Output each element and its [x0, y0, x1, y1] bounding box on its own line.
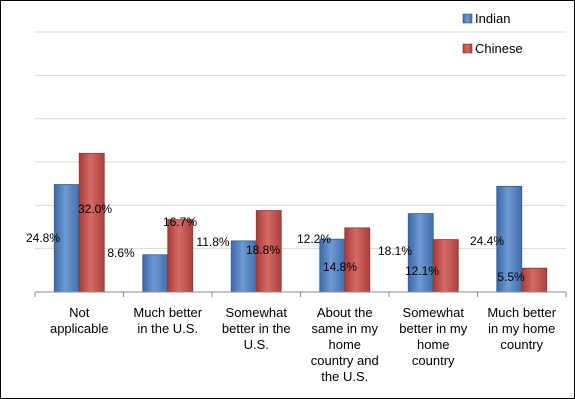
bar-chinese-3 — [344, 227, 371, 293]
bars — [53, 152, 548, 293]
data-label-indian-5: 24.4% — [470, 234, 504, 248]
category-label-1: Much better in the U.S. — [133, 305, 202, 336]
bar-chinese-5 — [521, 267, 548, 293]
category-label-5: Much better in my home country — [487, 305, 556, 352]
bar-indian-4 — [407, 213, 434, 293]
data-label-chinese-1: 16.7% — [163, 215, 197, 229]
data-label-chinese-3: 14.8% — [323, 260, 357, 274]
data-label-indian-3: 12.2% — [297, 232, 331, 246]
bar-chinese-0 — [78, 152, 105, 293]
category-label-3: About the same in my home country and the U.… — [311, 305, 379, 384]
data-labels: 24.8% 8.6% 11.8% 12.2% 18.1% 24.4% 32.0% 16.7% 1… — [26, 202, 525, 284]
legend-label-indian: Indian — [475, 11, 510, 26]
bar-indian-1 — [142, 254, 169, 293]
data-label-chinese-5: 5.5% — [497, 270, 525, 284]
category-label-2: Somewhat better in the U.S. — [222, 305, 291, 352]
legend: Indian Chinese — [462, 11, 523, 56]
legend-swatch-indian — [462, 13, 473, 24]
bar-chinese-4 — [432, 239, 459, 293]
data-label-chinese-2: 18.8% — [246, 243, 280, 257]
bar-chinese-2 — [255, 210, 282, 293]
bar-chinese-1 — [167, 219, 194, 293]
category-label-0: Not applicable — [50, 305, 109, 336]
data-label-indian-0: 24.8% — [26, 231, 60, 245]
data-label-indian-4: 18.1% — [378, 244, 412, 258]
bar-indian-5 — [496, 185, 523, 293]
data-label-indian-1: 8.6% — [107, 246, 135, 260]
data-label-chinese-0: 32.0% — [78, 202, 112, 216]
legend-label-chinese: Chinese — [475, 41, 523, 56]
category-label-4: Somewhat better in my home country — [399, 305, 467, 368]
x-axis: Not applicable Much better in the U.S. Somew… — [34, 291, 567, 384]
data-label-indian-2: 11.8% — [196, 235, 229, 249]
legend-swatch-chinese — [462, 43, 473, 54]
data-label-chinese-4: 12.1% — [405, 264, 439, 278]
gridlines — [35, 31, 566, 250]
